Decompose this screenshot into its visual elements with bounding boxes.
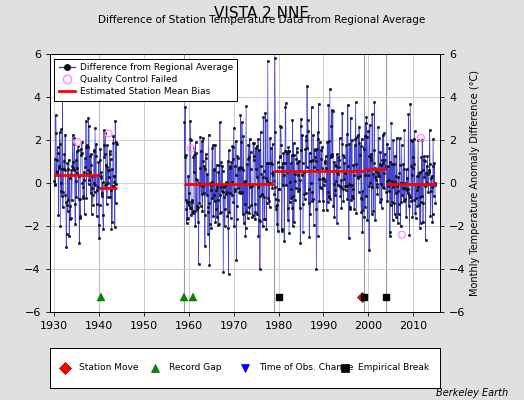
Point: [417, 135, 425, 141]
Text: VISTA 2 NNE: VISTA 2 NNE: [214, 6, 310, 21]
Point: [398, 231, 406, 238]
Text: Empirical Break: Empirical Break: [358, 364, 429, 372]
Text: Berkeley Earth: Berkeley Earth: [436, 388, 508, 398]
Text: Record Gap: Record Gap: [169, 364, 221, 372]
Text: Time of Obs. Change: Time of Obs. Change: [259, 364, 353, 372]
Y-axis label: Monthly Temperature Anomaly Difference (°C): Monthly Temperature Anomaly Difference (…: [470, 70, 480, 296]
Point: [104, 130, 113, 137]
Point: [73, 139, 82, 145]
Legend: Difference from Regional Average, Quality Control Failed, Estimated Station Mean: Difference from Regional Average, Qualit…: [54, 58, 237, 101]
Text: Station Move: Station Move: [79, 364, 138, 372]
Text: Difference of Station Temperature Data from Regional Average: Difference of Station Temperature Data f…: [99, 15, 425, 25]
Point: [187, 145, 195, 152]
